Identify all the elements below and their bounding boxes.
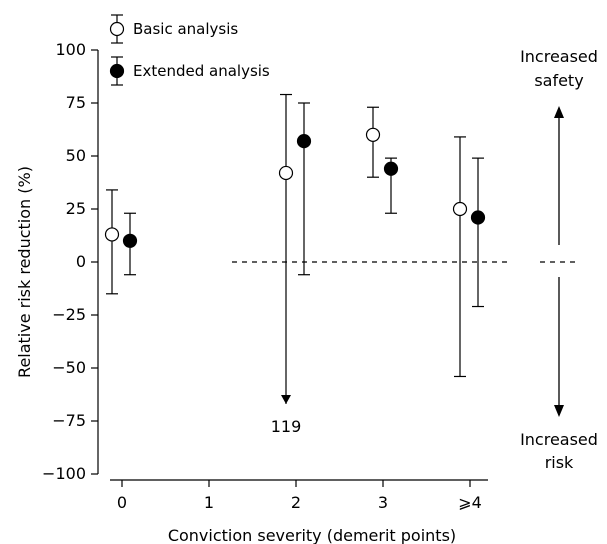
y-tick-label: 50 [66,146,86,165]
point-extended [122,233,138,248]
point-extended [296,134,312,149]
x-tick-label: 1 [204,493,214,512]
annotations: 119 Increased safety Increased risk [271,47,598,472]
legend-label: Extended analysis [133,62,270,80]
y-axis-title: Relative risk reduction (%) [15,166,34,378]
x-tick-label: 3 [378,493,388,512]
axes: −100 −75 −50 −25 0 25 50 75 100 0 1 2 3 ⩾4 [42,40,488,512]
increased-safety-label: safety [534,71,583,90]
y-tick-label: −50 [52,358,86,377]
y-tick-label: 25 [66,199,86,218]
increased-risk-label: risk [545,453,574,472]
legend-marker-basic [109,21,125,37]
data-marks [104,93,486,405]
x-tick-label: ⩾4 [458,493,482,512]
y-tick-label: 100 [55,40,86,59]
increased-risk-label: Increased [520,430,598,449]
legend-label: Basic analysis [133,20,238,38]
legend: Basic analysis Extended analysis [109,14,270,86]
point-extended [383,161,399,176]
legend-marker-extended [109,63,125,79]
point-basic [104,227,120,242]
error-arrow-down [281,395,291,405]
clipped-value-label: 119 [271,417,302,436]
x-tick-label: 0 [117,493,127,512]
increased-risk-arrowhead [554,405,564,417]
increased-safety-arrowhead [554,106,564,118]
x-axis-title: Conviction severity (demerit points) [168,526,456,544]
point-basic [452,201,468,217]
x-tick-label: 2 [291,493,301,512]
increased-safety-label: Increased [520,47,598,66]
point-basic [365,127,381,142]
point-basic [278,165,294,181]
point-extended [470,210,486,225]
y-tick-label: −100 [42,464,86,483]
y-tick-label: −75 [52,411,86,430]
y-tick-label: −25 [52,305,86,324]
y-tick-label: 0 [76,252,86,271]
y-tick-label: 75 [66,93,86,112]
